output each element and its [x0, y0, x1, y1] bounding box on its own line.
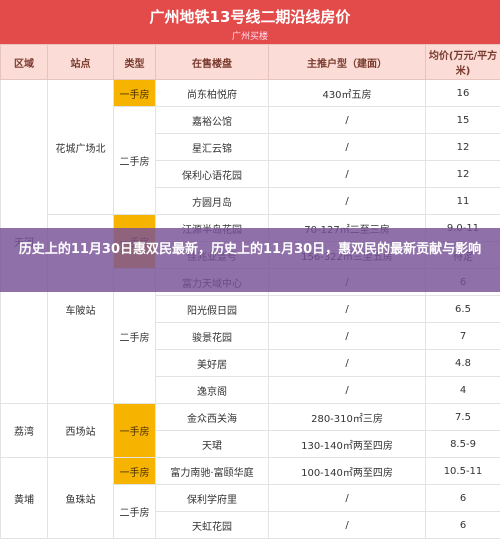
- project-cell: 保利心语花园: [156, 161, 269, 188]
- project-cell: 方圆月岛: [156, 188, 269, 215]
- project-cell: 尚东柏悦府: [156, 80, 269, 107]
- price-cell: 6: [426, 512, 500, 539]
- layout-cell: /: [269, 134, 426, 161]
- type-cell: 二手房: [114, 107, 156, 215]
- layout-cell: 130-140㎡两至四房: [269, 431, 426, 458]
- type-cell: 一手房: [114, 404, 156, 458]
- type-cell: 一手房: [114, 80, 156, 107]
- price-cell: 16: [426, 80, 500, 107]
- layout-cell: 430㎡五房: [269, 80, 426, 107]
- layout-cell: /: [269, 512, 426, 539]
- price-cell: 12: [426, 161, 500, 188]
- price-cell: 6.5: [426, 296, 500, 323]
- layout-cell: /: [269, 485, 426, 512]
- type-cell: 一手房: [114, 458, 156, 485]
- station-cell: 鱼珠站: [48, 458, 114, 539]
- type-cell: 二手房: [114, 485, 156, 539]
- column-header: 在售楼盘: [156, 45, 269, 80]
- column-header: 站点: [48, 45, 114, 80]
- overlay-banner: 历史上的11月30日惠双民最新，历史上的11月30日，惠双民的最新贡献与影响: [0, 228, 500, 292]
- project-cell: 天虹花园: [156, 512, 269, 539]
- table-row: 天河花城广场北一手房尚东柏悦府430㎡五房16: [1, 80, 500, 107]
- layout-cell: /: [269, 107, 426, 134]
- subtitle: 广州买楼: [0, 29, 500, 42]
- project-cell: 天珺: [156, 431, 269, 458]
- district-cell: 荔湾: [1, 404, 48, 458]
- title: 广州地铁13号线二期沿线房价: [0, 0, 500, 27]
- layout-cell: 280-310㎡三房: [269, 404, 426, 431]
- layout-cell: /: [269, 350, 426, 377]
- project-cell: 嘉裕公馆: [156, 107, 269, 134]
- title-bar: 广州地铁13号线二期沿线房价 广州买楼: [0, 0, 500, 44]
- price-cell: 4: [426, 377, 500, 404]
- price-cell: 11: [426, 188, 500, 215]
- project-cell: 保利学府里: [156, 485, 269, 512]
- layout-cell: /: [269, 323, 426, 350]
- layout-cell: /: [269, 161, 426, 188]
- project-cell: 逸京阁: [156, 377, 269, 404]
- district-cell: 黄埔: [1, 458, 48, 539]
- project-cell: 阳光假日园: [156, 296, 269, 323]
- column-header: 主推户型（建面）: [269, 45, 426, 80]
- station-cell: 花城广场北: [48, 80, 114, 215]
- price-cell: 4.8: [426, 350, 500, 377]
- header-row: 区域站点类型在售楼盘主推户型（建面）均价(万元/平方米): [1, 45, 500, 80]
- price-cell: 10.5-11: [426, 458, 500, 485]
- project-cell: 星汇云锦: [156, 134, 269, 161]
- project-cell: 美好居: [156, 350, 269, 377]
- layout-cell: 100-140㎡两至四房: [269, 458, 426, 485]
- layout-cell: /: [269, 296, 426, 323]
- column-header: 均价(万元/平方米): [426, 45, 500, 80]
- layout-cell: /: [269, 188, 426, 215]
- price-cell: 8.5-9: [426, 431, 500, 458]
- price-cell: 15: [426, 107, 500, 134]
- project-cell: 骏景花园: [156, 323, 269, 350]
- column-header: 类型: [114, 45, 156, 80]
- price-cell: 7: [426, 323, 500, 350]
- column-header: 区域: [1, 45, 48, 80]
- price-cell: 6: [426, 485, 500, 512]
- layout-cell: /: [269, 377, 426, 404]
- price-cell: 7.5: [426, 404, 500, 431]
- price-cell: 12: [426, 134, 500, 161]
- project-cell: 富力南驰·富颐华庭: [156, 458, 269, 485]
- project-cell: 金众西关海: [156, 404, 269, 431]
- station-cell: 西场站: [48, 404, 114, 458]
